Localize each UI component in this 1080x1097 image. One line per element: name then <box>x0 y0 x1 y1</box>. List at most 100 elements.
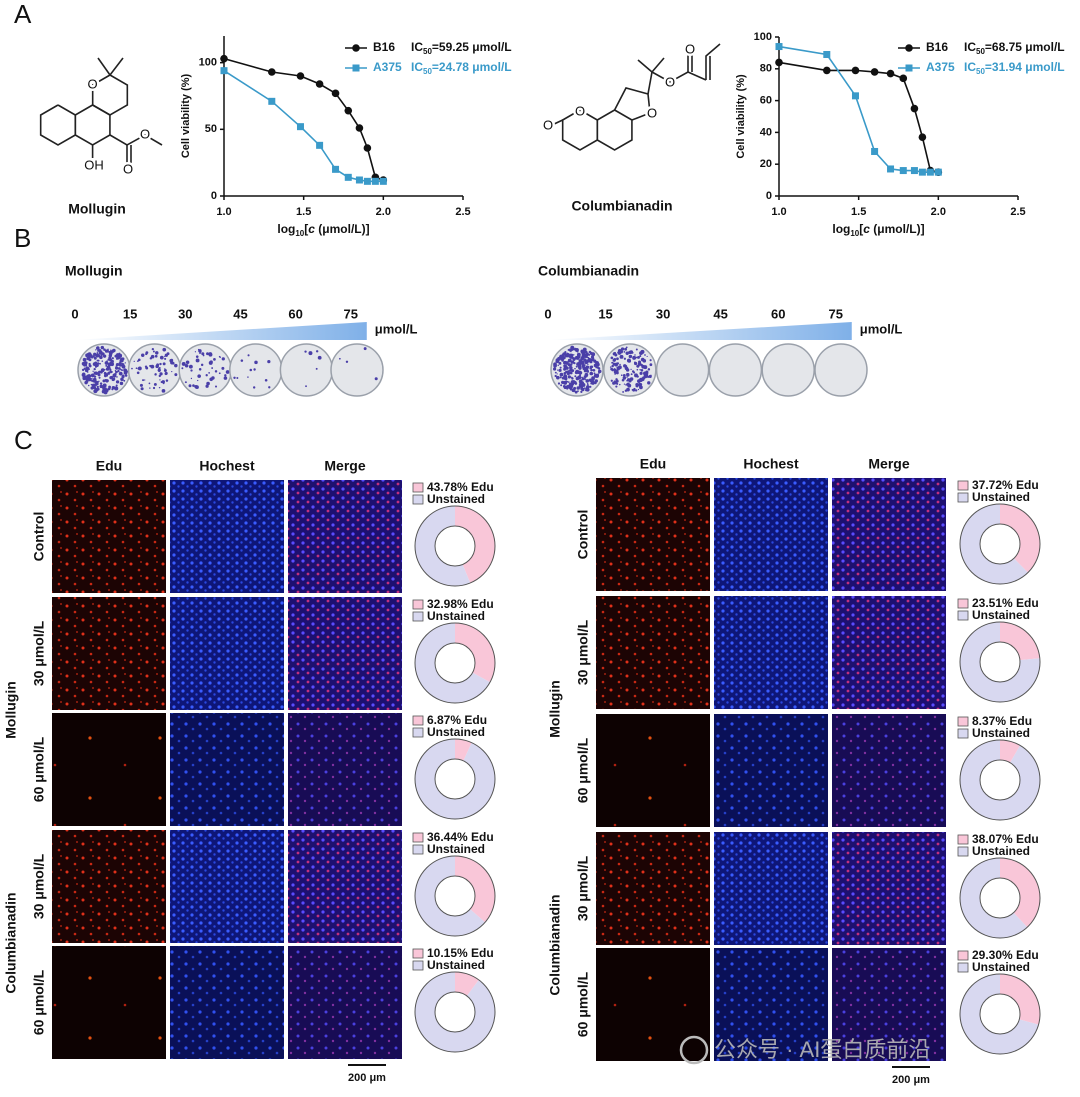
colony <box>99 382 103 385</box>
colony <box>581 377 585 381</box>
colony <box>162 362 166 366</box>
atom-label: O <box>575 103 585 118</box>
colony <box>563 385 567 390</box>
colony <box>83 358 86 361</box>
colony <box>581 350 586 355</box>
y-tick-label: 100 <box>754 31 772 43</box>
colony <box>184 381 187 384</box>
colony <box>574 381 577 384</box>
x-axis-title-part: c <box>863 222 870 236</box>
colony <box>117 369 120 373</box>
data-point <box>371 177 379 185</box>
colony <box>107 362 110 365</box>
colony <box>563 380 568 385</box>
colony <box>576 362 579 365</box>
colony <box>115 365 117 367</box>
x-tick-label: 2.0 <box>376 206 391 218</box>
colony <box>619 383 621 386</box>
colony <box>637 386 639 388</box>
colony <box>264 378 268 382</box>
atom-label: O <box>543 117 553 132</box>
x-axis-title-part: log <box>832 222 850 236</box>
legend-label: A375 <box>926 60 955 74</box>
data-point <box>355 124 364 132</box>
micrograph <box>52 597 166 710</box>
ic50-part: 50 <box>423 47 432 56</box>
colony <box>626 379 628 382</box>
colony <box>558 361 562 365</box>
culture-plate <box>229 343 283 397</box>
colony <box>149 364 152 368</box>
colony <box>103 374 107 378</box>
x-tick-label: 2.5 <box>455 206 470 218</box>
colony <box>560 384 563 387</box>
colony <box>120 377 124 381</box>
colony <box>635 348 638 351</box>
colony <box>101 360 104 362</box>
colony <box>153 382 157 386</box>
data-point <box>316 141 324 149</box>
colony <box>578 370 581 373</box>
legend-label: Unstained <box>972 490 1030 504</box>
row-label: 60 μmol/L <box>575 737 591 803</box>
colony <box>223 376 228 380</box>
dose-label: 15 <box>598 306 612 321</box>
colony <box>247 376 249 378</box>
colony <box>644 354 646 356</box>
colony <box>590 368 593 372</box>
colony <box>642 359 647 363</box>
legend-label: Unstained <box>427 492 485 506</box>
colony <box>84 380 88 385</box>
colony <box>592 368 596 372</box>
colony <box>555 375 560 380</box>
colony <box>120 368 122 371</box>
colony <box>102 370 105 372</box>
culture-plate <box>178 343 232 397</box>
donut-outline <box>414 505 496 587</box>
dose-label: 0 <box>71 306 78 321</box>
colony <box>190 369 193 372</box>
series-line <box>223 57 384 181</box>
colony <box>588 378 592 382</box>
colony <box>214 385 218 388</box>
colony <box>610 379 613 382</box>
colony <box>622 376 627 380</box>
legend-label: Unstained <box>427 725 485 739</box>
legend-label: Unstained <box>427 958 485 972</box>
bond <box>109 134 163 146</box>
colony <box>620 374 623 377</box>
colony <box>170 360 174 365</box>
atom-label: O <box>665 74 675 89</box>
colony <box>139 383 143 387</box>
data-point <box>268 68 276 76</box>
colony <box>154 373 157 376</box>
colony <box>90 373 95 378</box>
donut-hole <box>979 759 1021 801</box>
colony <box>581 364 585 368</box>
legend-label: 43.78% Edu <box>427 480 494 494</box>
colony <box>205 374 208 377</box>
colony <box>200 363 204 367</box>
x-axis-title-part: [ <box>859 222 863 236</box>
row-label: Control <box>575 510 591 560</box>
colony <box>107 369 110 371</box>
colony <box>97 372 100 375</box>
colony <box>626 358 631 363</box>
colony <box>575 376 580 381</box>
dose-label: 60 <box>288 306 302 321</box>
colony <box>628 354 633 359</box>
colony <box>578 383 583 387</box>
colony <box>626 373 630 377</box>
y-tick-label: 50 <box>205 123 217 135</box>
colony <box>137 358 141 362</box>
row-label: Control <box>31 512 47 562</box>
colony <box>585 379 590 383</box>
colony <box>102 386 105 390</box>
colony <box>555 358 559 362</box>
colony <box>584 355 587 357</box>
legend-label: 38.07% Edu <box>972 832 1039 846</box>
colony <box>557 382 561 385</box>
data-point <box>220 54 228 63</box>
scale-label: 200 μm <box>348 1072 386 1084</box>
colony <box>155 351 159 355</box>
